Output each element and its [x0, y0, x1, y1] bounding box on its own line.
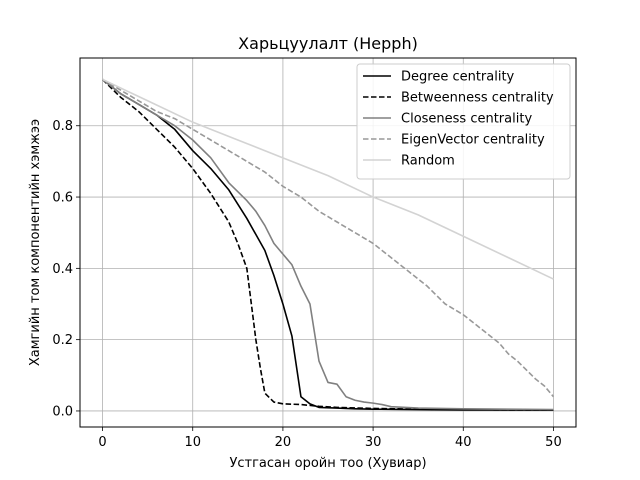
- legend-entry-label: Degree centrality: [401, 70, 515, 85]
- y-tick-label: 0.6: [52, 191, 73, 206]
- plot-frame: [79, 57, 577, 428]
- legend: Degree centrality Betweenness centrality C…: [356, 63, 571, 180]
- ticks: 0 10 20 30 40 50 0.0 0.2 0.4 0.6 0.8: [52, 119, 561, 450]
- legend-entry-label: Closeness centrality: [401, 112, 532, 127]
- y-tick-label: 0.0: [52, 404, 73, 419]
- series-line-degree-centrality: [102, 78, 554, 412]
- legend-entry-label: EigenVector centrality: [401, 133, 545, 148]
- x-tick-label: 0: [98, 435, 106, 450]
- x-tick-label: 10: [184, 435, 201, 450]
- series-line-eigenvector-centrality: [102, 78, 555, 398]
- legend-box: [356, 63, 571, 180]
- series-line-random: [102, 78, 554, 280]
- legend-entry-label: Betweenness centrality: [401, 91, 554, 106]
- x-axis-label: Устгасан оройн тоо (Хувиар): [229, 456, 426, 471]
- x-tick-label: 20: [275, 435, 292, 450]
- y-tick-label: 0.8: [52, 119, 73, 134]
- series-line-closeness-centrality: [102, 78, 554, 411]
- x-tick-label: 30: [365, 435, 382, 450]
- y-tick-label: 0.2: [52, 333, 73, 348]
- series-group: [101, 78, 555, 412]
- chart-title: Харьцуулалт (Hepph): [238, 34, 418, 53]
- x-tick-label: 40: [455, 435, 472, 450]
- legend-entry-label: Random: [401, 154, 455, 169]
- x-tick-label: 50: [545, 435, 562, 450]
- y-axis-label: Хамгийн том компонентийн хэмжээ: [28, 119, 43, 366]
- y-tick-label: 0.4: [52, 262, 73, 277]
